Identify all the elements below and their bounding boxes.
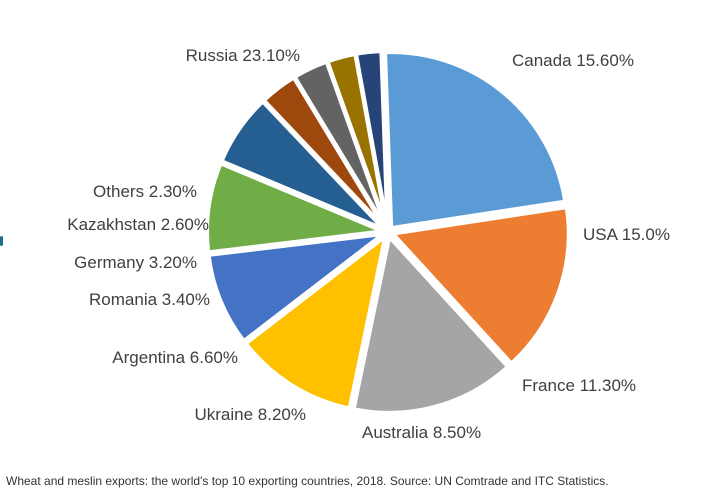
edge-marker	[0, 236, 3, 246]
pie-chart: Russia 23.10% Canada 15.60% USA 15.0% Franc…	[67, 46, 670, 442]
pie-slice-usa	[351, 234, 511, 415]
pie-slice-france	[243, 234, 388, 411]
slice-label-germany: Germany 3.20%	[74, 253, 197, 272]
pie-slices	[205, 49, 571, 415]
slice-label-ukraine: Ukraine 8.20%	[194, 405, 306, 424]
pie-slice-australia	[206, 231, 386, 344]
slice-label-romania: Romania 3.40%	[89, 290, 210, 309]
pie-labels: Russia 23.10% Canada 15.60% USA 15.0% Franc…	[67, 46, 670, 442]
pie-slice-ukraine	[205, 161, 386, 255]
figure-caption: Wheat and meslin exports: the world's to…	[6, 474, 609, 488]
slice-label-kazakhstan: Kazakhstan 2.60%	[67, 215, 209, 234]
pie-slice-others	[354, 49, 390, 230]
pie-slice-russia	[383, 50, 568, 231]
slice-label-others: Others 2.30%	[93, 182, 197, 201]
pie-slice-canada	[390, 205, 571, 366]
slice-label-usa: USA 15.0%	[583, 225, 670, 244]
slice-label-australia: Australia 8.50%	[362, 423, 481, 442]
slice-label-russia: Russia 23.10%	[186, 46, 300, 65]
slice-label-argentina: Argentina 6.60%	[112, 348, 238, 367]
slice-label-france: France 11.30%	[522, 376, 636, 395]
slice-label-canada: Canada 15.60%	[512, 51, 634, 70]
